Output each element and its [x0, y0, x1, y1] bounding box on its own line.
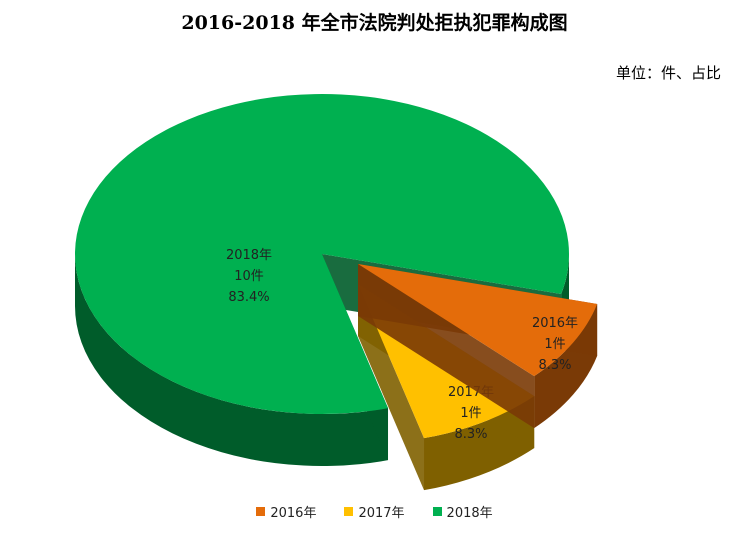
- slice-label-2018-percent: 83.4%: [228, 290, 269, 305]
- legend-swatch-2016: [256, 507, 266, 516]
- slice-wall-2017-1: [358, 284, 425, 491]
- pie-slice-2016[interactable]: 2016年 1件 8.3%: [358, 264, 598, 429]
- slice-label-2017-count: 1件: [460, 406, 481, 421]
- slice-top-2018: [74, 94, 569, 415]
- legend-item-2018[interactable]: 2018年: [432, 502, 493, 521]
- slice-label-2016-year: 2016年: [532, 316, 578, 331]
- legend-label-2016: 2016年: [270, 506, 317, 521]
- slice-label-2018-count: 10件: [234, 269, 264, 284]
- unit-note: 单位：件、占比: [615, 64, 721, 82]
- chart-legend: 2016年 2017年 2018年: [0, 502, 749, 521]
- legend-swatch-2017: [344, 507, 354, 516]
- legend-label-2018: 2018年: [446, 506, 493, 521]
- slice-label-2016-percent: 8.3%: [538, 358, 571, 373]
- slice-top-2016: [358, 264, 598, 377]
- legend-label-2017: 2017年: [358, 506, 405, 521]
- slice-wall-2016-1: [358, 264, 535, 429]
- legend-item-2017[interactable]: 2017年: [344, 502, 405, 521]
- slice-side-2018: [75, 254, 389, 467]
- slice-label-2017-percent: 8.3%: [454, 427, 487, 442]
- chart-title: 2016-2018 年全市法院判处拒执犯罪构成图: [181, 12, 568, 34]
- slice-label-2016-count: 1件: [544, 337, 565, 352]
- slice-label-2018-year: 2018年: [226, 248, 272, 263]
- legend-item-2016[interactable]: 2016年: [256, 502, 316, 521]
- legend-swatch-2018: [432, 507, 442, 516]
